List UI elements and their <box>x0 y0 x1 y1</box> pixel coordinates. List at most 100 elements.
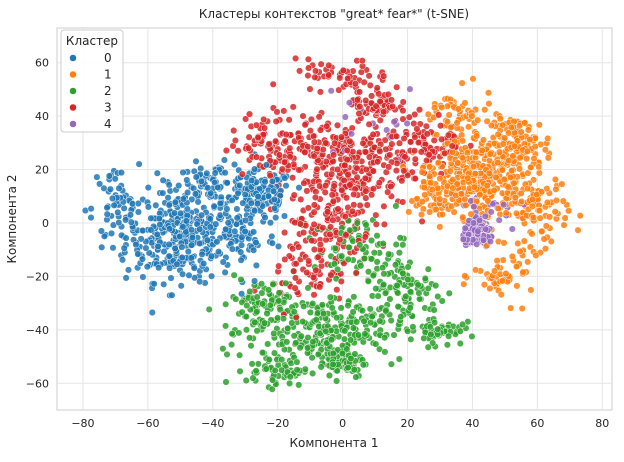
data-point-cluster-1 <box>474 116 482 124</box>
data-point-cluster-0 <box>254 193 262 201</box>
data-point-cluster-1 <box>558 180 566 188</box>
data-point-cluster-2 <box>265 286 273 294</box>
data-point-cluster-0 <box>98 243 106 251</box>
data-point-cluster-2 <box>238 308 246 316</box>
data-point-cluster-3 <box>346 181 354 189</box>
data-point-cluster-3 <box>337 133 346 141</box>
data-point-cluster-2 <box>438 297 446 305</box>
data-point-cluster-0 <box>176 209 185 217</box>
data-point-cluster-1 <box>434 159 442 167</box>
data-point-cluster-2 <box>228 341 236 349</box>
data-point-cluster-1 <box>431 104 439 112</box>
data-point-cluster-3 <box>327 223 335 231</box>
data-point-cluster-1 <box>473 132 481 140</box>
data-point-cluster-3 <box>362 165 370 174</box>
data-point-cluster-1 <box>449 148 457 156</box>
data-point-cluster-3 <box>307 115 315 123</box>
data-point-cluster-1 <box>518 304 526 313</box>
data-point-cluster-3 <box>316 126 325 134</box>
data-point-cluster-2 <box>242 376 250 385</box>
data-point-cluster-1 <box>524 169 532 177</box>
data-point-cluster-3 <box>438 135 446 143</box>
data-point-cluster-1 <box>496 115 504 123</box>
data-point-cluster-2 <box>299 318 307 326</box>
data-point-cluster-3 <box>329 197 337 205</box>
data-point-cluster-3 <box>338 186 346 194</box>
data-point-cluster-3 <box>392 167 400 175</box>
data-point-cluster-2 <box>346 226 354 234</box>
data-point-cluster-1 <box>493 257 501 265</box>
data-point-cluster-0 <box>208 252 216 260</box>
data-point-cluster-1 <box>469 75 477 83</box>
data-point-cluster-4 <box>474 227 482 235</box>
data-point-cluster-1 <box>418 198 426 206</box>
data-point-cluster-0 <box>134 250 142 258</box>
data-point-cluster-2 <box>402 292 410 300</box>
data-point-cluster-2 <box>271 366 279 375</box>
data-point-cluster-0 <box>208 272 216 280</box>
data-point-cluster-1 <box>453 119 461 127</box>
data-point-cluster-3 <box>306 127 314 135</box>
data-point-cluster-3 <box>369 130 377 139</box>
data-point-cluster-3 <box>363 201 371 209</box>
data-point-cluster-3 <box>310 245 318 254</box>
data-point-cluster-2 <box>306 308 314 316</box>
data-point-cluster-0 <box>211 169 219 177</box>
data-point-cluster-1 <box>494 130 502 138</box>
data-point-cluster-0 <box>252 261 260 269</box>
data-point-cluster-3 <box>361 174 369 182</box>
data-point-cluster-1 <box>535 121 543 129</box>
data-point-cluster-3 <box>376 147 384 155</box>
data-point-cluster-3 <box>342 194 351 202</box>
data-point-cluster-3 <box>411 155 419 163</box>
data-point-cluster-0 <box>261 178 269 186</box>
data-point-cluster-0 <box>96 180 104 188</box>
data-point-cluster-3 <box>292 260 300 268</box>
data-point-cluster-2 <box>222 378 230 386</box>
data-point-cluster-1 <box>484 197 492 205</box>
data-point-cluster-3 <box>281 137 289 145</box>
data-point-cluster-4 <box>508 225 516 233</box>
data-point-cluster-0 <box>160 280 168 288</box>
data-point-cluster-1 <box>468 112 476 120</box>
y-tick-label: −60 <box>26 377 49 390</box>
data-point-cluster-0 <box>106 185 114 193</box>
data-point-cluster-2 <box>341 327 349 335</box>
data-point-cluster-3 <box>292 54 300 62</box>
data-point-cluster-1 <box>526 135 534 144</box>
data-point-cluster-0 <box>103 204 111 212</box>
data-point-cluster-3 <box>365 72 373 80</box>
y-tick-label: 40 <box>35 110 49 123</box>
data-point-cluster-3 <box>286 153 294 161</box>
data-point-cluster-1 <box>449 176 457 184</box>
data-point-cluster-1 <box>532 251 540 259</box>
data-point-cluster-1 <box>417 210 426 219</box>
data-point-cluster-1 <box>516 247 524 255</box>
data-point-cluster-2 <box>242 313 250 321</box>
data-point-cluster-0 <box>134 208 142 216</box>
data-point-cluster-0 <box>268 232 276 240</box>
data-point-cluster-2 <box>284 324 292 332</box>
data-point-cluster-2 <box>345 243 353 252</box>
data-point-cluster-2 <box>372 285 380 293</box>
data-point-cluster-1 <box>516 154 524 162</box>
data-point-cluster-3 <box>330 151 338 159</box>
data-point-cluster-0 <box>272 214 280 222</box>
data-point-cluster-1 <box>521 119 529 127</box>
data-point-cluster-0 <box>103 210 111 218</box>
data-point-cluster-1 <box>542 222 550 230</box>
data-point-cluster-0 <box>122 274 130 282</box>
data-point-cluster-0 <box>120 204 128 212</box>
data-point-cluster-1 <box>476 191 484 199</box>
data-point-cluster-0 <box>219 258 227 266</box>
data-point-cluster-0 <box>148 239 156 247</box>
data-point-cluster-3 <box>314 253 322 261</box>
data-point-cluster-0 <box>152 201 160 209</box>
data-point-cluster-1 <box>490 186 498 194</box>
data-point-cluster-3 <box>304 204 312 212</box>
data-point-cluster-3 <box>399 115 407 123</box>
data-point-cluster-3 <box>368 92 376 100</box>
data-point-cluster-2 <box>236 351 244 359</box>
